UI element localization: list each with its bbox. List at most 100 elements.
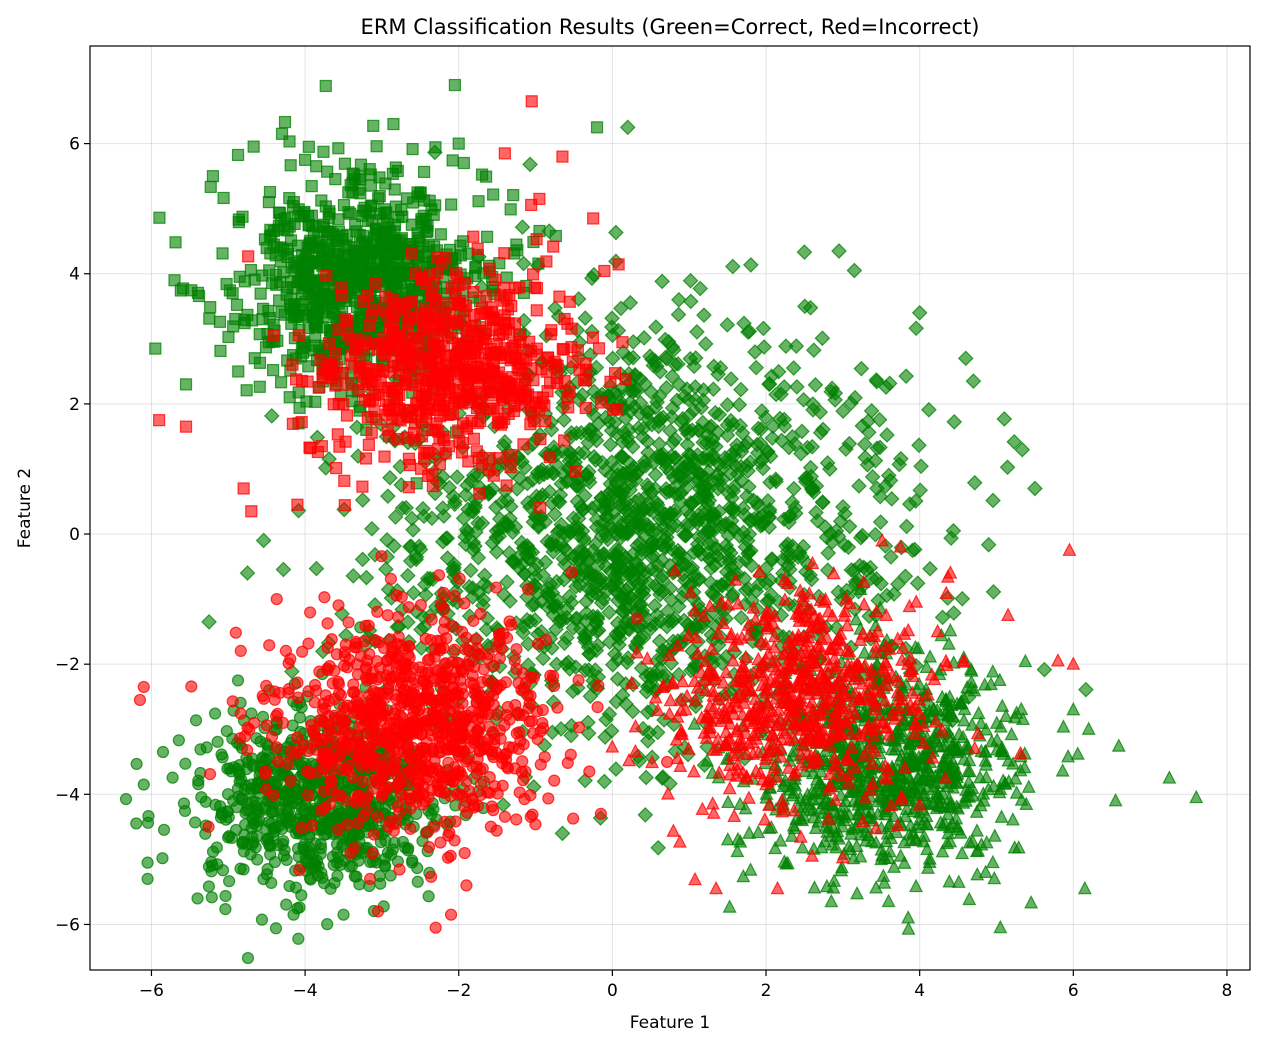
diamond-point	[807, 377, 824, 393]
circle-point	[142, 810, 155, 823]
square-point	[169, 236, 182, 249]
circle-point	[219, 889, 232, 903]
diamond-point	[763, 551, 780, 567]
square-point	[339, 435, 352, 448]
circle-point	[156, 745, 170, 759]
square-point	[371, 343, 384, 356]
square-point	[547, 240, 560, 253]
circle-point	[172, 734, 185, 747]
diamond-point	[514, 219, 531, 235]
square-point	[398, 302, 411, 316]
square-point	[329, 173, 342, 186]
square-point	[427, 208, 440, 221]
square-point	[579, 401, 592, 415]
square-point	[563, 295, 576, 308]
circle-point	[189, 816, 202, 829]
square-point	[286, 358, 299, 371]
square-point	[457, 235, 470, 248]
diamond-point	[358, 569, 375, 586]
diamond-point	[1036, 661, 1053, 678]
square-point	[558, 434, 571, 447]
square-point	[454, 249, 468, 262]
diamond-point	[743, 257, 759, 273]
square-point	[465, 347, 478, 360]
square-point	[265, 229, 278, 242]
diamond-point	[853, 360, 870, 377]
square-point	[415, 212, 428, 226]
circle-point	[351, 828, 365, 841]
diamond-point	[1014, 441, 1031, 458]
square-point	[524, 400, 537, 413]
diamond-point	[682, 272, 699, 289]
square-point	[329, 348, 342, 361]
square-point	[389, 161, 402, 174]
square-point	[302, 140, 315, 153]
square-point	[204, 180, 217, 194]
square-point	[284, 159, 297, 172]
square-point	[441, 370, 454, 383]
diamond-point	[719, 397, 736, 413]
square-point	[491, 313, 504, 327]
square-point	[403, 313, 417, 326]
circle-point	[374, 877, 387, 890]
square-point	[320, 259, 333, 272]
square-point	[295, 341, 309, 354]
diamond-point	[696, 307, 712, 324]
square-point	[404, 411, 417, 424]
square-point	[262, 196, 275, 209]
square-point	[457, 156, 470, 170]
square-point	[457, 360, 470, 374]
square-point	[472, 195, 485, 208]
square-point	[500, 271, 513, 284]
square-point	[373, 207, 387, 221]
square-point	[445, 198, 458, 211]
square-point	[418, 452, 431, 465]
square-point	[359, 361, 372, 374]
square-point	[232, 365, 245, 378]
circle-point	[378, 852, 391, 866]
diamond-point	[906, 541, 923, 558]
square-point	[422, 469, 435, 483]
square-point	[265, 277, 279, 290]
square-point	[541, 351, 554, 364]
square-point	[231, 148, 245, 162]
square-point	[342, 186, 355, 199]
diamond-point	[689, 324, 705, 340]
diamond-point	[778, 338, 794, 355]
diamond-point	[871, 411, 888, 428]
circle-point	[166, 771, 179, 784]
circle-point	[422, 890, 435, 903]
diamond-point	[488, 544, 505, 560]
circle-point	[279, 802, 293, 815]
square-point	[382, 239, 395, 252]
square-point	[467, 369, 481, 382]
diamond-point	[946, 413, 963, 430]
diamond-point	[572, 550, 589, 567]
circle-point	[293, 711, 307, 724]
square-point	[222, 330, 235, 344]
circle-point	[311, 869, 324, 882]
square-point	[365, 426, 378, 439]
circle-point	[269, 821, 282, 834]
square-point	[319, 79, 332, 93]
circle-point	[401, 844, 414, 857]
square-point	[363, 163, 376, 176]
square-point	[427, 277, 440, 290]
square-point	[473, 487, 486, 500]
square-point	[315, 440, 328, 453]
circle-point	[314, 838, 327, 851]
diamond-point	[613, 300, 629, 317]
diamond-point	[868, 372, 885, 388]
square-point	[498, 351, 511, 365]
square-point	[415, 390, 428, 403]
square-point	[338, 474, 351, 487]
square-point	[365, 244, 378, 257]
square-point	[359, 452, 373, 465]
square-point	[254, 287, 267, 300]
square-point	[322, 337, 335, 350]
square-point	[388, 183, 401, 196]
circle-point	[287, 908, 300, 921]
circle-point	[177, 797, 191, 810]
square-point	[340, 409, 354, 422]
square-point	[297, 269, 310, 282]
